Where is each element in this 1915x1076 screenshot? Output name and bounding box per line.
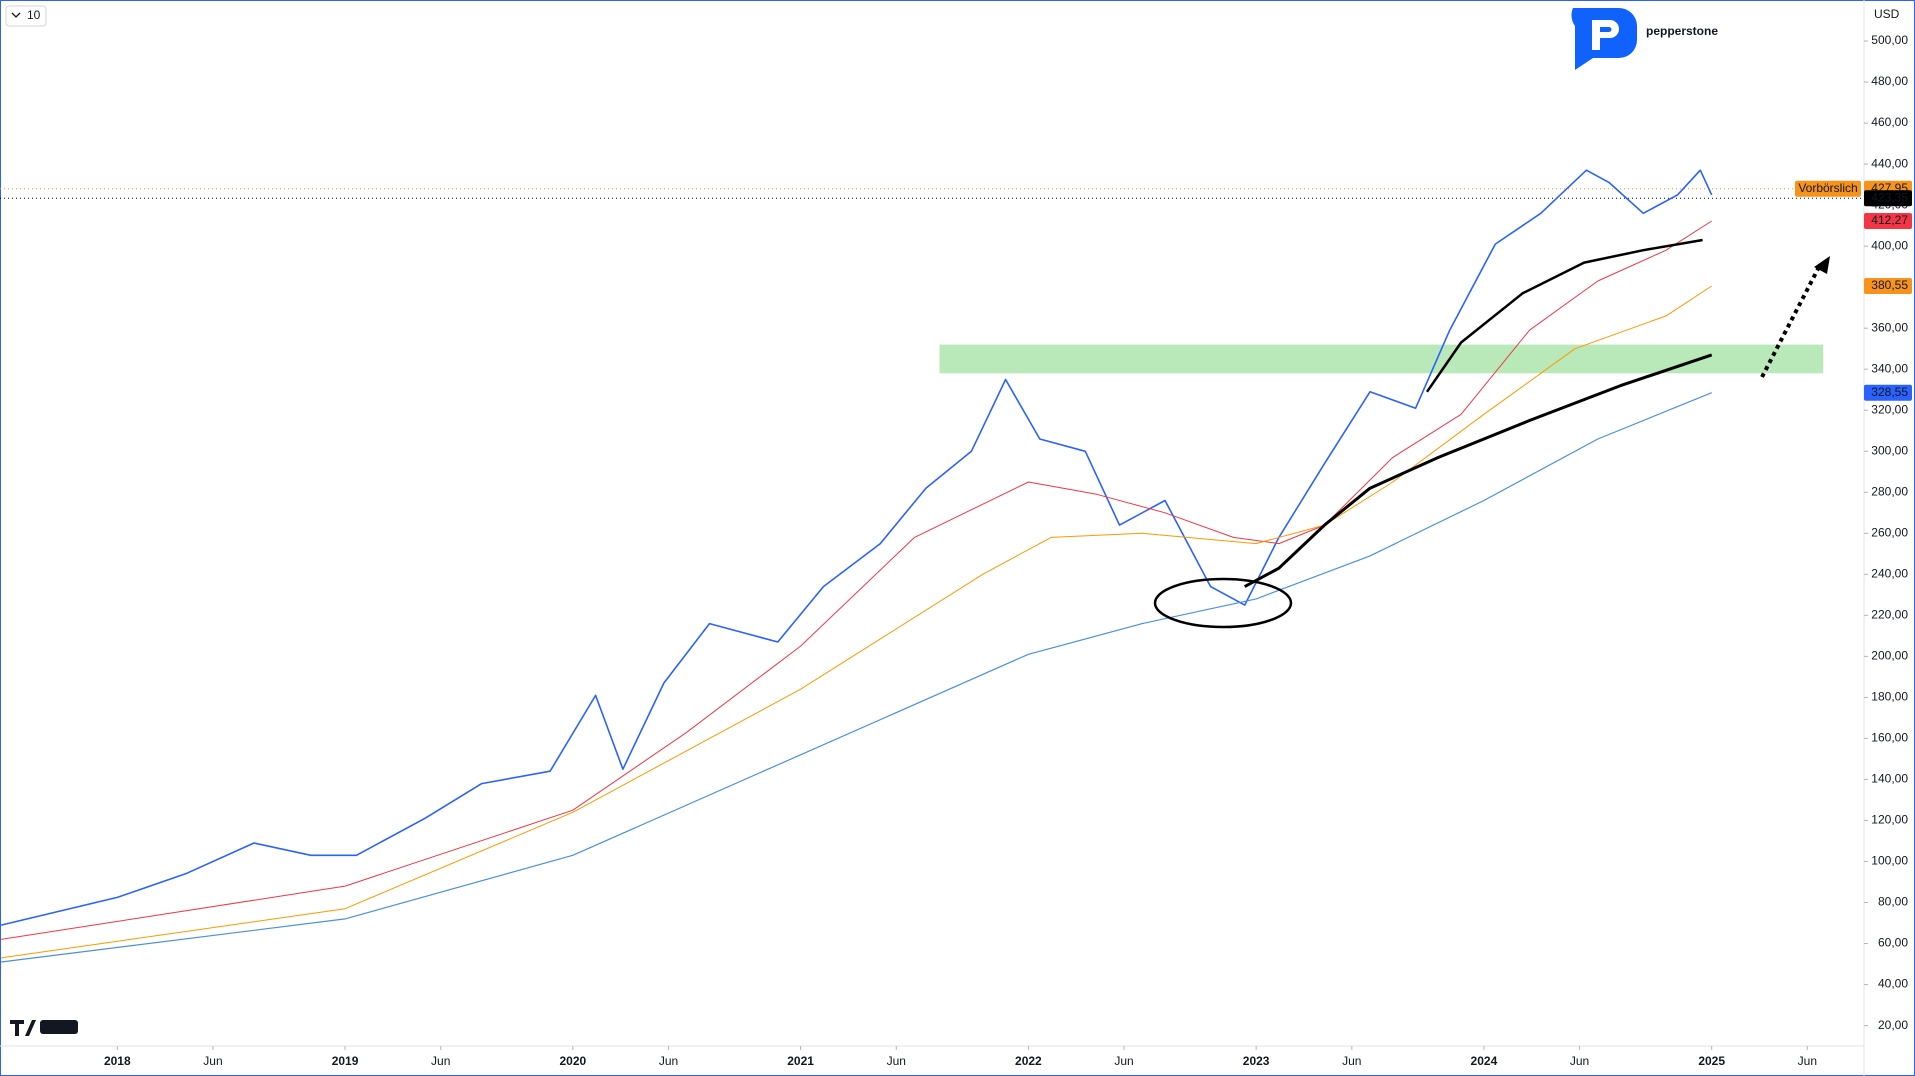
y-tick-label: 400,00 [1871, 238, 1908, 252]
brand-icon-p [1592, 20, 1619, 50]
x-tick-label: 2022 [1015, 1054, 1042, 1068]
y-tick-label: 300,00 [1871, 443, 1908, 457]
y-tick-label: 320,00 [1871, 402, 1908, 416]
y-tick-label: 80,00 [1878, 895, 1908, 909]
y-tick-label: 440,00 [1871, 156, 1908, 170]
series-line [0, 169, 1713, 926]
price-marker-label: 423,35 [1871, 190, 1908, 204]
interval-button[interactable] [5, 5, 47, 27]
x-tick-label: Jun [659, 1054, 678, 1068]
currency-label: USD [1874, 7, 1900, 21]
price-marker [1864, 212, 1912, 229]
y-tick-label: 120,00 [1871, 813, 1908, 827]
price-marker [1864, 278, 1912, 295]
y-tick-label: 200,00 [1871, 649, 1908, 663]
annotation-arrowhead [1814, 256, 1830, 274]
y-tick-label: 20,00 [1878, 1018, 1908, 1032]
brand-name: pepperstone [1646, 24, 1718, 38]
x-tick-label: Jun [203, 1054, 222, 1068]
x-tick-label: 2023 [1243, 1054, 1270, 1068]
resistance-zone [939, 344, 1824, 374]
interval-caret [11, 12, 21, 18]
x-tick-label: 2024 [1471, 1054, 1498, 1068]
x-tick-label: 2025 [1698, 1054, 1725, 1068]
y-tick-label: 140,00 [1871, 772, 1908, 786]
price-marker-label: 412,27 [1871, 213, 1908, 227]
price-marker-label: 328,55 [1871, 385, 1908, 399]
brand-logo: pepperstone [1571, 8, 1718, 70]
y-tick-label: 280,00 [1871, 484, 1908, 498]
y-tick-label: 480,00 [1871, 74, 1908, 88]
annotation-arrow [1760, 264, 1822, 378]
y-tick-label: 60,00 [1878, 936, 1908, 950]
tv-pro-box [40, 1020, 78, 1034]
series-line [1425, 238, 1703, 393]
series-line [1, 392, 1712, 963]
price-marker [1864, 190, 1912, 207]
x-tick-label: 2021 [787, 1054, 814, 1068]
y-tick-label: 160,00 [1871, 731, 1908, 745]
tv-logo [10, 1020, 36, 1036]
y-tick-label: 460,00 [1871, 115, 1908, 129]
x-tick-label: 2020 [559, 1054, 586, 1068]
plot-area [0, 169, 1864, 963]
y-tick-label: 500,00 [1871, 33, 1908, 47]
series-line [1, 220, 1712, 940]
y-tick-label: 40,00 [1878, 977, 1908, 991]
brand-icon [1571, 8, 1637, 70]
y-tick-label: 180,00 [1871, 690, 1908, 704]
x-tick-label: Jun [1114, 1054, 1133, 1068]
x-tick-label: 2019 [332, 1054, 359, 1068]
x-tick-label: Jun [1798, 1054, 1817, 1068]
y-tick-label: 100,00 [1871, 854, 1908, 868]
premarket-box [1795, 180, 1861, 197]
price-marker-label: 380,55 [1871, 278, 1908, 292]
x-tick-label: Jun [431, 1054, 450, 1068]
y-tick-label: 360,00 [1871, 320, 1908, 334]
y-tick-label: 260,00 [1871, 525, 1908, 539]
premarket-label: Vorbörslich [1798, 181, 1857, 195]
series-line [1, 285, 1712, 959]
series-line [1243, 353, 1713, 588]
tv-badge [10, 1020, 78, 1036]
y-tick-label: 240,00 [1871, 567, 1908, 581]
annotation-ellipse [1153, 577, 1293, 629]
x-tick-label: 2018 [104, 1054, 131, 1068]
y-tick-label: 220,00 [1871, 608, 1908, 622]
interval-label: 10 [27, 8, 41, 22]
x-tick-label: Jun [887, 1054, 906, 1068]
y-tick-label: 340,00 [1871, 361, 1908, 375]
price-marker [1864, 384, 1912, 401]
x-tick-label: Jun [1342, 1054, 1361, 1068]
x-tick-label: Jun [1570, 1054, 1589, 1068]
